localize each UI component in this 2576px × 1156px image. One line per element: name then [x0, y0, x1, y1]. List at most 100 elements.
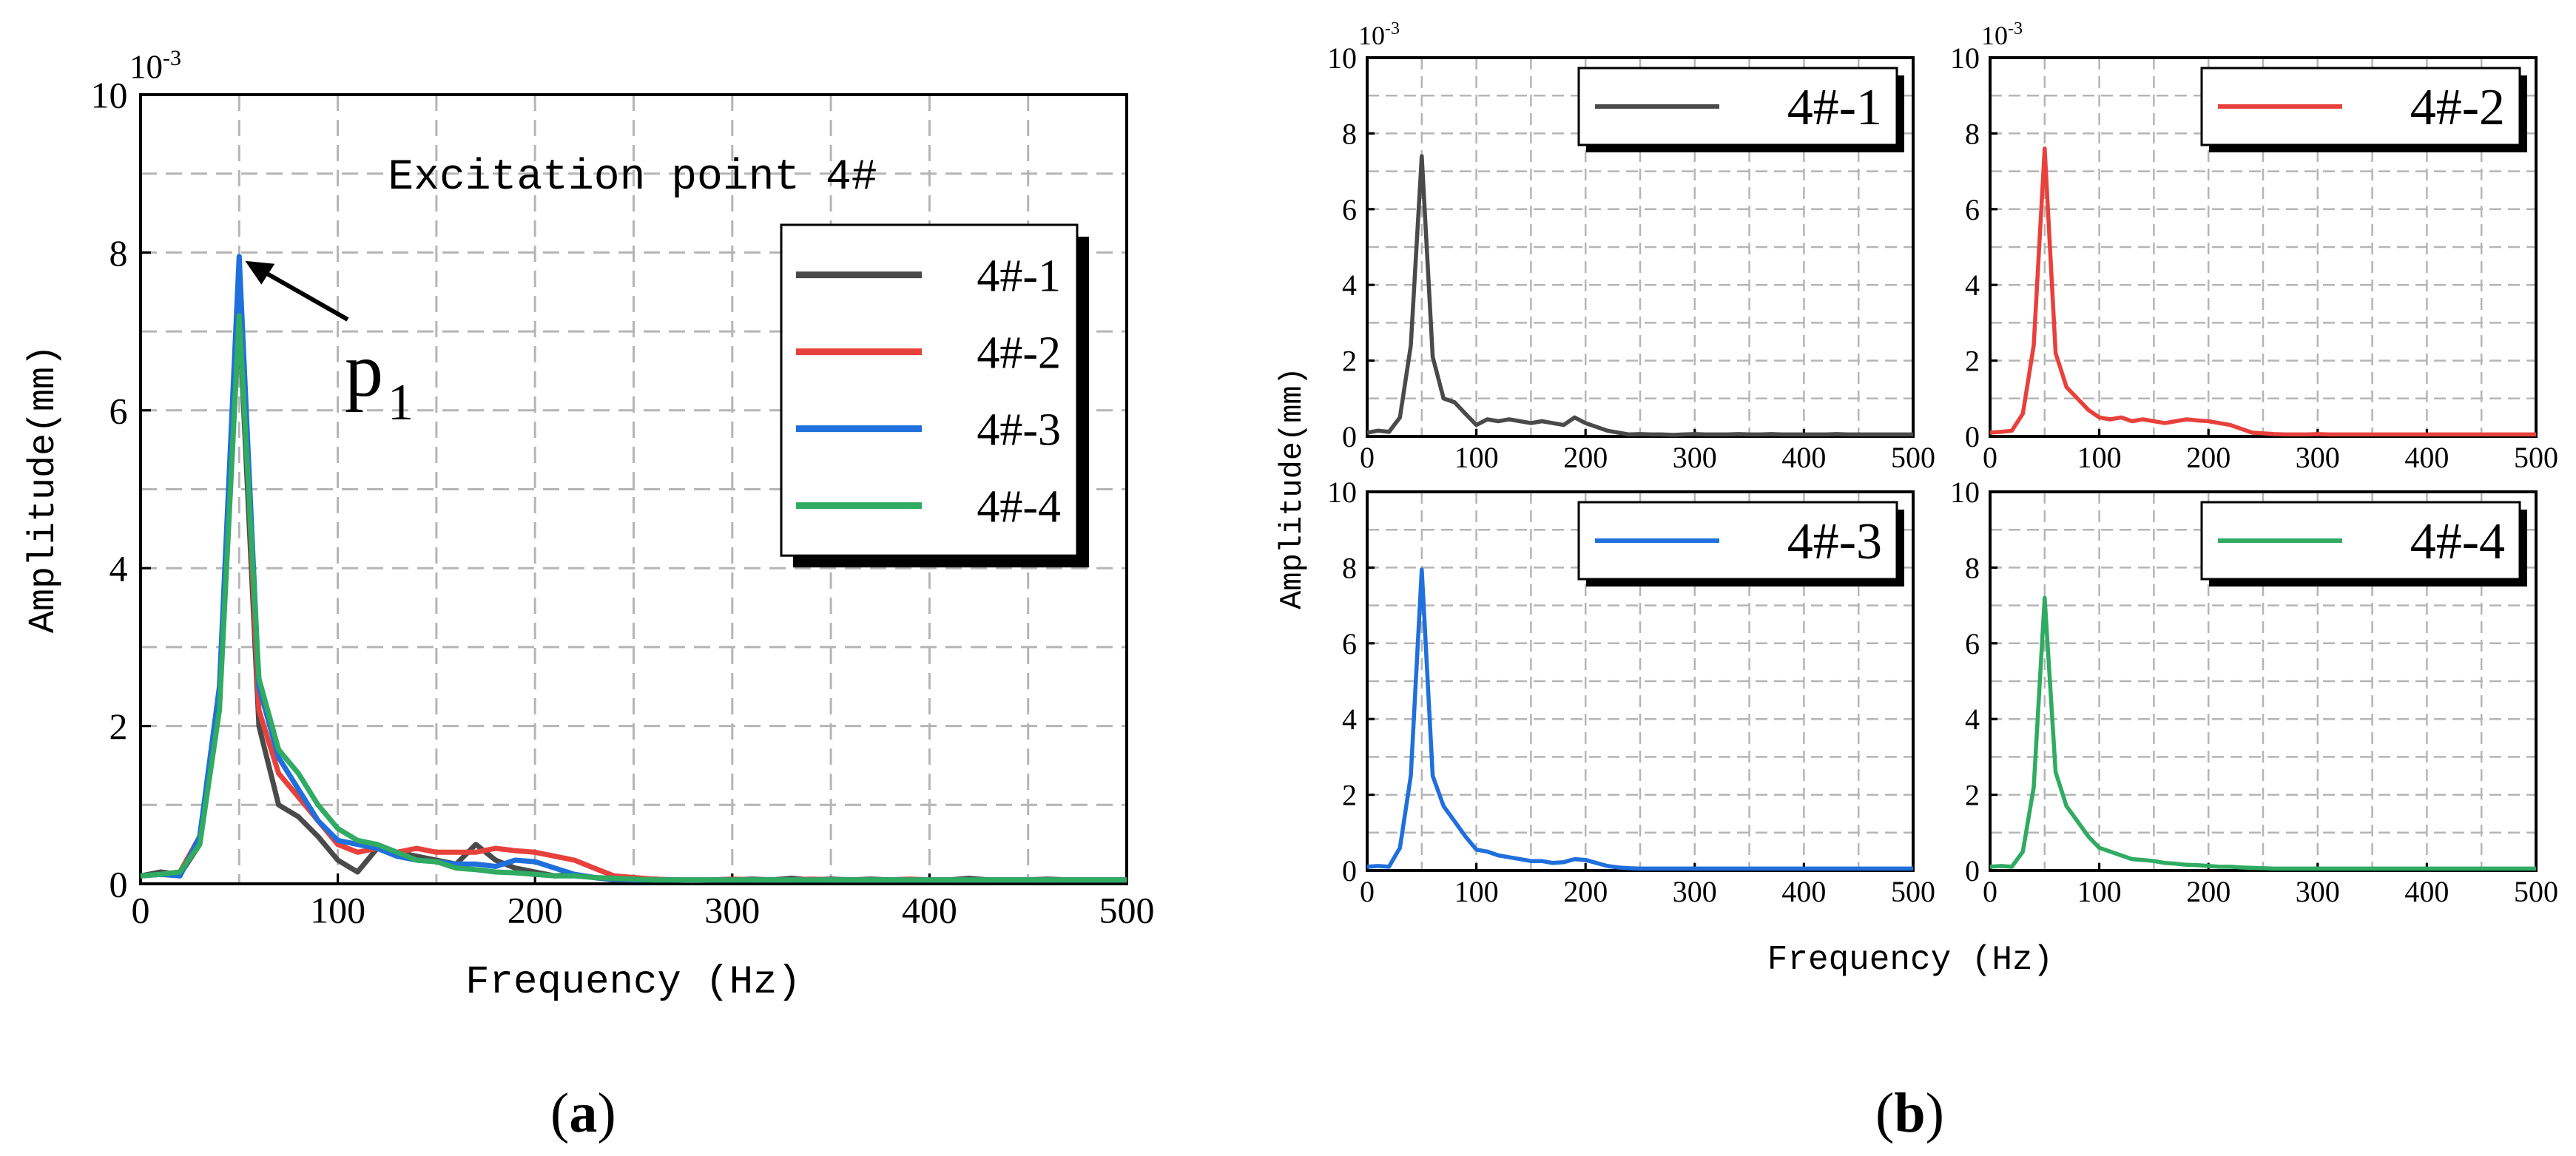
a-chart-title: Excitation point 4#	[388, 154, 877, 202]
b3-x-tick-label: 0	[1360, 875, 1375, 908]
b4-y-tick-label: 6	[1965, 627, 1980, 660]
b-series-4#-4	[1989, 595, 2536, 871]
b2-x-tick-label: 0	[1983, 441, 1997, 474]
a-y-axis-label: Amplitude(mm)	[23, 345, 65, 633]
b4-x-tick-label: 200	[2186, 875, 2231, 908]
b4-y-tick-label: 4	[1965, 703, 1980, 736]
b3-x-tick-label: 500	[1891, 875, 1935, 908]
b-series-4#-2	[1989, 146, 2536, 437]
b4-x-tick-label: 300	[2296, 875, 2340, 908]
b1-y-exponent: 10-3	[1358, 19, 1400, 50]
a-x-tick-label: 200	[508, 890, 563, 931]
b-series-4#-3	[1366, 567, 1913, 871]
b1-x-tick-label: 100	[1454, 441, 1499, 474]
b1-x-tick-label: 300	[1673, 441, 1717, 474]
a-annotation-arrow	[261, 269, 349, 322]
b2-y-exponent: 10-3	[1981, 19, 2023, 50]
b2-x-tick-label: 300	[2296, 441, 2340, 474]
panel-label-b: (b)	[1875, 1082, 1944, 1144]
b2-axes-frame	[1989, 56, 2538, 438]
b4-x-tick-label: 0	[1983, 875, 1997, 908]
b3-y-tick-label: 10	[1327, 476, 1357, 509]
b1-y-tick-label: 6	[1342, 193, 1357, 226]
b4-y-tick-label: 8	[1965, 551, 1980, 584]
b1-y-tick-label: 0	[1342, 420, 1357, 453]
b-x-axis-label: Frequency (Hz)	[1767, 941, 2053, 979]
b1-x-tick-label: 400	[1781, 441, 1826, 474]
a-y-tick-label: 6	[109, 390, 128, 431]
a-annotation-arrowhead	[245, 260, 275, 285]
b1-y-tick-label: 2	[1342, 345, 1357, 378]
b-subplot-4#-4: 0 100 200 300 400 500 0 2 4 6 8 10 4#-4	[1950, 476, 2558, 908]
b4-y-tick-label: 10	[1950, 476, 1980, 509]
b3-y-tick-label: 2	[1342, 779, 1357, 812]
panel-label-a: (a)	[550, 1082, 616, 1144]
b3-y-tick-label: 0	[1342, 854, 1357, 888]
b3-x-tick-label: 400	[1781, 875, 1826, 908]
a-y-tick-label: 4	[109, 548, 128, 589]
a-annotation-subscript: 1	[388, 374, 414, 431]
a-x-tick-label: 300	[704, 890, 760, 931]
b4-x-tick-label: 400	[2404, 875, 2449, 908]
b-legend-label-4#-1: 4#-1	[1787, 79, 1882, 136]
b2-x-tick-label: 500	[2514, 441, 2558, 474]
b-y-axis-label: Amplitude(mm)	[1275, 367, 1310, 609]
b2-x-tick-label: 200	[2186, 441, 2231, 474]
a-y-tick-label: 10	[91, 75, 128, 116]
b2-x-tick-label: 100	[2077, 441, 2122, 474]
a-x-tick-label: 500	[1099, 890, 1155, 931]
b1-axes-frame	[1366, 56, 1915, 438]
b-legend-label-4#-3: 4#-3	[1787, 513, 1882, 570]
b3-x-tick-label: 100	[1454, 875, 1499, 908]
b1-y-exponent-power: -3	[1385, 19, 1400, 38]
b2-y-tick-label: 10	[1950, 41, 1980, 75]
b3-y-tick-label: 4	[1342, 703, 1357, 736]
legend-label-4#-2: 4#-2	[977, 328, 1061, 378]
a-x-tick-label: 0	[132, 890, 150, 931]
b4-x-tick-label: 100	[2077, 875, 2122, 908]
b4-y-tick-label: 2	[1965, 779, 1980, 812]
b1-y-tick-label: 4	[1342, 268, 1357, 302]
b2-y-tick-label: 2	[1965, 345, 1980, 378]
a-y-exponent: 10-3	[129, 46, 181, 86]
b-subplot-4#-3: 0 100 200 300 400 500 0 2 4 6 8 10 4#-3	[1327, 476, 1935, 908]
b2-y-tick-label: 8	[1965, 117, 1980, 150]
a-x-tick-label: 100	[310, 890, 365, 931]
b1-y-tick-label: 10	[1327, 41, 1357, 75]
a-y-tick-label: 0	[109, 864, 128, 905]
legend-label-4#-1: 4#-1	[977, 251, 1061, 301]
b-series-4#-1	[1366, 154, 1913, 437]
b3-x-tick-label: 200	[1563, 875, 1608, 908]
b3-y-tick-label: 6	[1342, 627, 1357, 660]
b4-y-tick-label: 0	[1965, 854, 1980, 888]
b1-x-tick-label: 500	[1891, 441, 1935, 474]
b3-x-tick-label: 300	[1673, 875, 1717, 908]
a-x-axis-label: Frequency (Hz)	[465, 960, 801, 1005]
b1-x-tick-label: 200	[1563, 441, 1608, 474]
b4-x-tick-label: 500	[2514, 875, 2558, 908]
b2-y-exponent-power: -3	[2008, 19, 2023, 38]
b2-y-tick-label: 0	[1965, 420, 1980, 453]
a-series-4#-4	[140, 313, 1127, 883]
a-annotation-label: p	[345, 328, 383, 413]
a-y-tick-label: 8	[109, 232, 128, 274]
legend-label-4#-3: 4#-3	[977, 405, 1061, 455]
a-axes-frame	[139, 93, 1128, 885]
legend-label-4#-4: 4#-4	[977, 481, 1061, 532]
b4-axes-frame	[1989, 490, 2538, 872]
b2-x-tick-label: 400	[2404, 441, 2449, 474]
a-y-exponent-power: -3	[163, 46, 181, 70]
a-x-tick-label: 400	[902, 890, 957, 931]
b1-y-tick-label: 8	[1342, 117, 1357, 150]
b-legend-label-4#-4: 4#-4	[2410, 513, 2505, 570]
a-y-tick-label: 2	[109, 706, 128, 747]
b-legend-label-4#-2: 4#-2	[2410, 79, 2505, 136]
b1-x-tick-label: 0	[1360, 441, 1375, 474]
b3-y-tick-label: 8	[1342, 551, 1357, 584]
b2-y-tick-label: 4	[1965, 268, 1980, 302]
